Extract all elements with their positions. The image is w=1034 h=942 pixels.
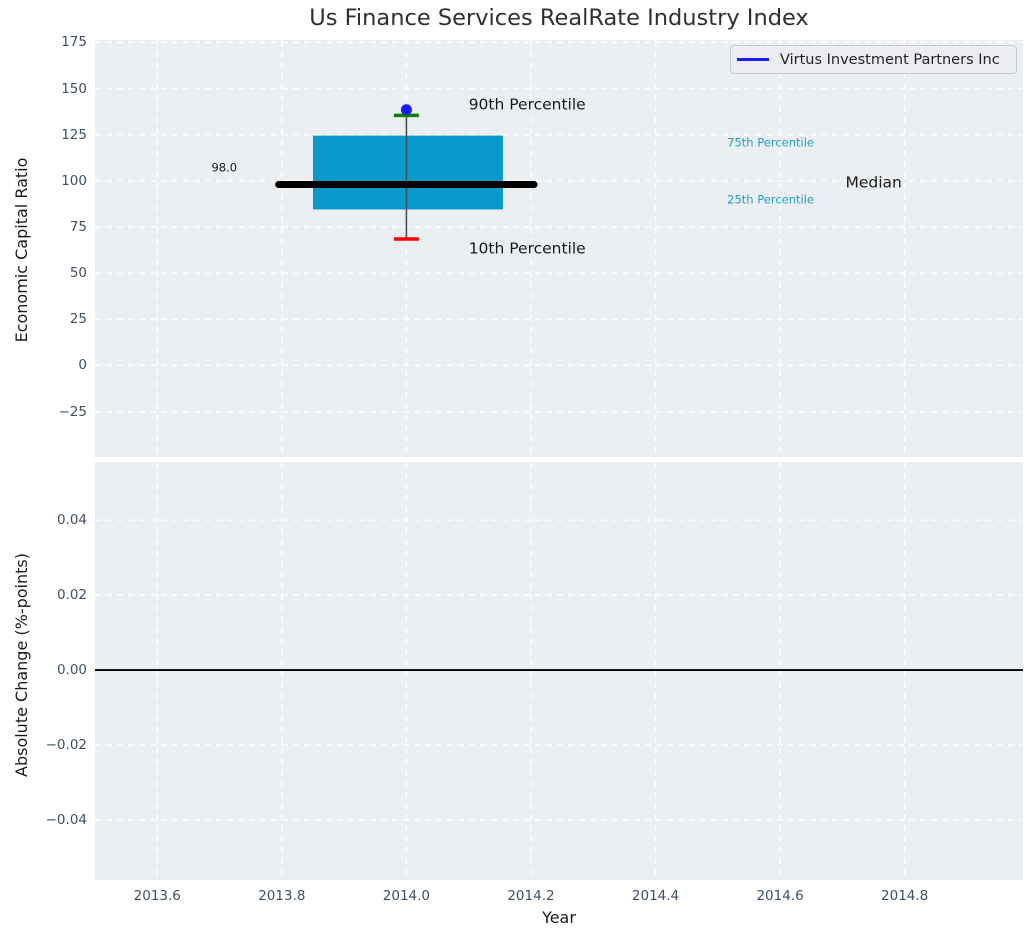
y-tick-label: 0.04 (56, 512, 87, 529)
axes-background-bottom (95, 462, 1023, 880)
y-tick-label: 150 (61, 80, 87, 97)
annotation-25th-percentile: 25th Percentile (727, 192, 814, 207)
y-tick-label: 0 (78, 357, 87, 374)
annotation-75th-percentile: 75th Percentile (727, 135, 814, 150)
legend-label: Virtus Investment Partners Inc (780, 51, 1000, 68)
annotation-90th-percentile: 90th Percentile (468, 95, 586, 114)
x-axis-label: Year (542, 908, 576, 927)
y-tick-label: 175 (61, 34, 87, 51)
y-tick-label: −0.02 (45, 737, 87, 754)
x-tick-label: 2013.8 (258, 888, 306, 904)
y-tick-label: 50 (69, 265, 87, 282)
y-tick-label: 0.02 (56, 587, 87, 604)
annotation-98-0: 98.0 (211, 161, 238, 176)
legend: Virtus Investment Partners Inc (730, 45, 1017, 74)
y-tick-label: 75 (69, 218, 87, 235)
y-tick-label: 0.00 (56, 662, 87, 679)
legend-line-sample (737, 58, 769, 61)
x-tick-label: 2014.8 (881, 888, 929, 904)
x-tick-label: 2013.6 (133, 888, 181, 904)
y-tick-label: −0.04 (45, 812, 87, 829)
company-marker (400, 104, 412, 116)
annotation-median: Median (845, 173, 902, 192)
x-tick-label: 2014.0 (382, 888, 431, 904)
iqr-box (312, 135, 503, 210)
axes-background-top (95, 40, 1023, 457)
x-tick-label: 2014.4 (631, 888, 680, 904)
y-tick-label: 125 (61, 126, 87, 143)
x-tick-label: 2014.2 (507, 888, 555, 904)
chart-title: Us Finance Services RealRate Industry In… (309, 5, 809, 31)
y-tick-label: −25 (58, 403, 88, 420)
x-tick-label: 2014.6 (756, 888, 804, 904)
y-tick-label: 25 (69, 311, 87, 328)
y-tick-label: 100 (61, 172, 87, 189)
annotation-10th-percentile: 10th Percentile (468, 239, 586, 258)
